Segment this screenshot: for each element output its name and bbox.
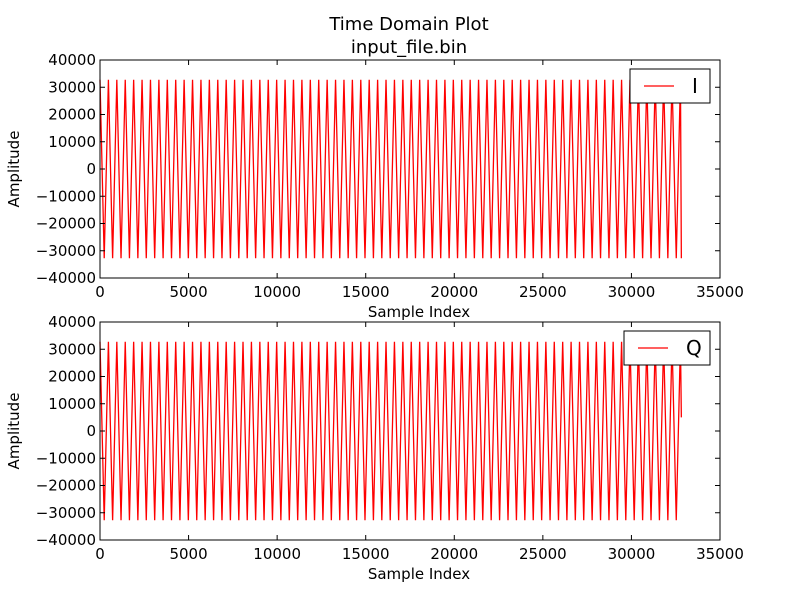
top-ytick-label: −10000 (36, 187, 96, 205)
top-ytick-label: −20000 (36, 215, 96, 233)
top-xtick-label: 10000 (253, 283, 301, 301)
bottom-series-Q-line (99, 341, 682, 521)
top-xtick-label: 15000 (342, 283, 390, 301)
top-ytick-label: 20000 (48, 106, 96, 124)
bottom-panel-axes: 0 5000 10000 15000 20000 25000 30000 35000 40000… (5, 313, 744, 583)
top-xtick-label: 35000 (696, 283, 744, 301)
top-xtick-label: 5000 (169, 283, 207, 301)
figure-subtitle: input_file.bin (351, 37, 467, 58)
bottom-yaxis-label: Amplitude (5, 393, 23, 470)
bottom-ytick-label: 0 (86, 422, 96, 440)
bottom-xtick-label: 30000 (608, 545, 656, 563)
bottom-xtick-label: 15000 (342, 545, 390, 563)
top-yaxis-label: Amplitude (5, 131, 23, 208)
top-ytick-label: −40000 (36, 269, 96, 287)
top-xtick-label: 20000 (430, 283, 478, 301)
bottom-xtick-label: 35000 (696, 545, 744, 563)
bottom-ytick-label: −40000 (36, 531, 96, 549)
bottom-ytick-label: −10000 (36, 449, 96, 467)
bottom-xtick-label: 10000 (253, 545, 301, 563)
top-series-I-line (99, 79, 682, 259)
bottom-ytick-label: 40000 (48, 313, 96, 331)
top-ytick-label: 40000 (48, 51, 96, 69)
top-xtick-label: 30000 (608, 283, 656, 301)
top-xaxis-label: Sample Index (368, 303, 470, 321)
bottom-xtick-label: 25000 (519, 545, 567, 563)
top-ytick-label: −30000 (36, 242, 96, 260)
bottom-ytick-label: −20000 (36, 477, 96, 495)
top-ytick-label: 10000 (48, 133, 96, 151)
top-xtick-label: 0 (95, 283, 105, 301)
bottom-legend-label-Q: Q (686, 336, 702, 360)
top-panel-axes: 0 5000 10000 15000 20000 25000 30000 35000 40000… (5, 51, 744, 321)
bottom-xtick-label: 20000 (430, 545, 478, 563)
top-ytick-label: 0 (86, 160, 96, 178)
bottom-ytick-label: −30000 (36, 504, 96, 522)
bottom-ytick-label: 20000 (48, 368, 96, 386)
bottom-ytick-label: 30000 (48, 340, 96, 358)
top-legend-label-I: I (692, 74, 698, 98)
bottom-xtick-label: 5000 (169, 545, 207, 563)
bottom-xaxis-label: Sample Index (368, 565, 470, 583)
bottom-xtick-label: 0 (95, 545, 105, 563)
top-ytick-label: 30000 (48, 78, 96, 96)
top-xtick-label: 25000 (519, 283, 567, 301)
figure-title: Time Domain Plot (328, 14, 488, 35)
bottom-ytick-label: 10000 (48, 395, 96, 413)
